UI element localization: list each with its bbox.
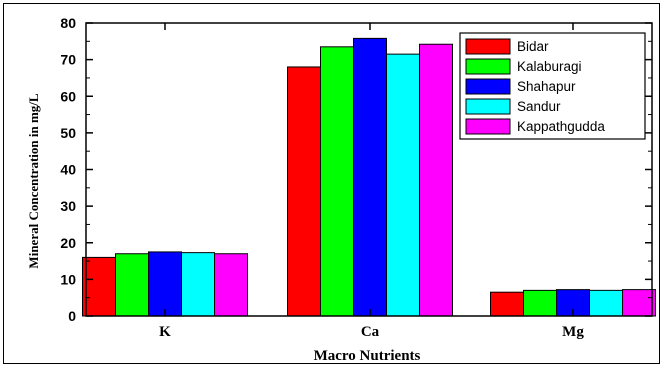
legend-swatch-sandur — [465, 98, 511, 115]
y-tick-label: 50 — [60, 125, 76, 141]
axes-group: 0 10 20 30 40 50 60 70 80 K Ca Mg — [60, 15, 653, 340]
bar-ca-kappathgudda — [419, 43, 453, 317]
y-tick-label: 10 — [60, 271, 76, 287]
legend-swatch-kalaburagi — [465, 58, 511, 75]
y-tick-label: 80 — [60, 15, 76, 31]
bar-k-shahapur — [148, 251, 182, 317]
x-tick-label-k: K — [159, 324, 171, 340]
y-tick-label: 70 — [60, 52, 76, 68]
bar-mg-kalaburagi — [523, 289, 557, 317]
chart-frame — [3, 3, 660, 364]
bar-k-sandur — [181, 252, 215, 317]
bar-mg-bidar — [490, 291, 524, 317]
y-tick-label: 30 — [60, 198, 76, 214]
legend-swatch-kappathgudda — [465, 118, 511, 135]
y-tick-label: 0 — [68, 308, 76, 324]
y-axis-title: Mineral Concentration in mg/L — [26, 93, 41, 268]
legend-label-sandur: Sandur — [517, 99, 561, 114]
legend-label-kappathgudda: Kappathgudda — [517, 119, 605, 134]
bar-ca-kalaburagi — [320, 46, 354, 317]
x-axis-title: Macro Nutrients — [314, 348, 421, 364]
bar-mg-kappathgudda — [622, 289, 656, 317]
x-tick-label-ca: Ca — [361, 324, 380, 340]
bar-ca-shahapur — [353, 37, 387, 317]
bar-mg-sandur — [589, 289, 623, 317]
bar-k-bidar — [82, 256, 116, 317]
x-tick-label-mg: Mg — [562, 324, 584, 340]
legend-label-shahapur: Shahapur — [517, 79, 576, 94]
legend-label-bidar: Bidar — [517, 39, 549, 54]
y-tick-label: 40 — [60, 162, 76, 178]
legend-swatch-bidar — [465, 38, 511, 55]
legend-swatch-shahapur — [465, 78, 511, 95]
legend: Bidar Kalaburagi Shahapur Sandur Kappathgudd… — [459, 32, 646, 140]
y-tick-label: 20 — [60, 235, 76, 251]
y-tick-label: 60 — [60, 88, 76, 104]
bar-ca-sandur — [386, 53, 420, 317]
bar-ca-bidar — [287, 66, 321, 317]
legend-label-kalaburagi: Kalaburagi — [517, 59, 582, 74]
bar-k-kappathgudda — [214, 253, 248, 317]
bar-k-kalaburagi — [115, 253, 149, 317]
